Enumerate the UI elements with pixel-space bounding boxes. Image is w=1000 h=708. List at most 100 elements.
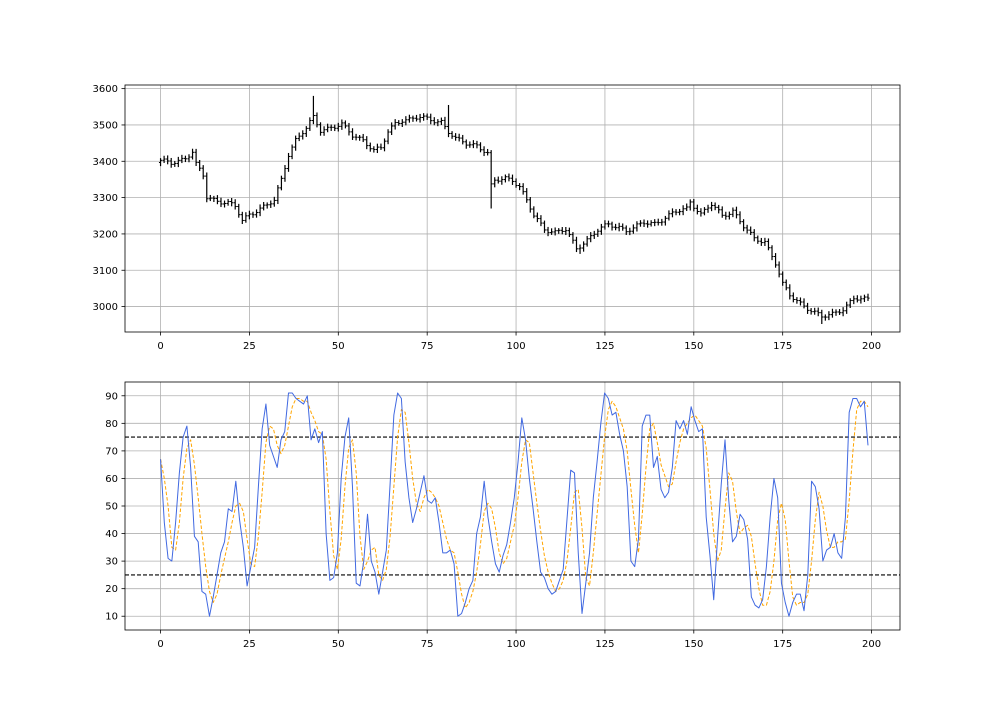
oscillator-ytick-label: 60: [105, 474, 118, 485]
oscillator-ytick-label: 40: [105, 529, 118, 540]
price-xtick-label: 150: [684, 341, 703, 352]
ohlc-bar: [745, 224, 749, 234]
ohlc-bar: [279, 175, 284, 191]
ohlc-bar: [706, 204, 710, 213]
ohlc-bar: [176, 156, 180, 168]
ohlc-bar: [450, 131, 454, 139]
ohlc-bar: [222, 200, 227, 208]
ohlc-bar: [173, 160, 177, 167]
ohlc-bar: [752, 229, 756, 242]
ohlc-bar: [582, 241, 586, 252]
ohlc-bar: [777, 261, 781, 278]
price-ytick-label: 3200: [93, 229, 118, 240]
ohlc-bar: [688, 199, 692, 211]
ohlc-bar: [571, 232, 575, 244]
ohlc-bar: [429, 113, 433, 125]
ohlc-bar: [866, 293, 870, 301]
ohlc-bar: [845, 301, 849, 314]
ohlc-bar: [564, 227, 568, 236]
ohlc-bar: [198, 159, 202, 172]
ohlc-bar: [361, 133, 365, 143]
ohlc-bars: [158, 95, 870, 325]
ohlc-bar: [407, 114, 412, 123]
price-xtick-label: 200: [862, 341, 881, 352]
ohlc-bar: [503, 174, 507, 183]
ohlc-bar: [244, 212, 248, 223]
ohlc-bar: [613, 223, 618, 231]
ohlc-bar: [439, 117, 443, 126]
oscillator-xtick-label: 0: [157, 639, 163, 650]
ohlc-bar: [720, 206, 724, 218]
ohlc-bar: [837, 309, 842, 315]
price-xtick-label: 50: [332, 341, 345, 352]
ohlc-bar: [315, 112, 319, 128]
ohlc-bar: [368, 142, 372, 152]
ohlc-bar: [653, 219, 657, 227]
ohlc-bar: [603, 220, 607, 230]
ohlc-bar: [294, 135, 298, 151]
price-xtick-label: 125: [595, 341, 614, 352]
ohlc-bar: [862, 294, 867, 302]
ohlc-bar: [212, 195, 216, 203]
price-ytick-label: 3400: [93, 157, 118, 168]
ohlc-bar: [596, 228, 600, 237]
ohlc-bar: [610, 221, 614, 231]
ohlc-bar: [443, 116, 447, 130]
ohlc-bar: [855, 295, 859, 303]
oscillator-xtick-label: 75: [421, 639, 434, 650]
ohlc-bar: [660, 218, 664, 226]
ohlc-bar: [354, 133, 358, 141]
ohlc-bar: [219, 197, 223, 208]
ohlc-bar: [788, 284, 792, 300]
price-xtick-label: 100: [507, 341, 526, 352]
ohlc-bar: [852, 295, 856, 305]
ohlc-bar: [358, 135, 362, 141]
ohlc-bar: [247, 210, 252, 220]
ohlc-bar: [454, 133, 458, 141]
ohlc-bar: [727, 211, 731, 220]
ohlc-bar: [475, 140, 479, 149]
ohlc-bar: [340, 119, 344, 130]
oscillator-xtick-label: 200: [862, 639, 881, 650]
ohlc-bar: [468, 141, 472, 148]
ohlc-bar: [677, 208, 682, 216]
ohlc-bar: [567, 227, 571, 238]
ohlc-bar: [521, 183, 525, 195]
ohlc-bar: [830, 308, 835, 318]
oscillator-chart: 0 25 50 75 100 125 150 175 200 10 20 30 40 50 60 70 80 90: [105, 381, 901, 650]
ohlc-bar: [404, 116, 408, 126]
ohlc-bar: [656, 218, 660, 226]
ohlc-bar: [215, 195, 220, 205]
ohlc-bar: [557, 228, 561, 234]
ohlc-bar: [205, 172, 209, 203]
ohlc-bar: [414, 114, 419, 122]
ohlc-bar: [848, 298, 852, 308]
ohlc-bar: [578, 244, 582, 254]
ohlc-bar: [699, 208, 703, 217]
ohlc-bar: [158, 158, 163, 167]
ohlc-bar: [624, 225, 628, 235]
ohlc-bar: [208, 194, 212, 202]
ohlc-bar: [773, 253, 778, 268]
ohlc-bar: [795, 297, 799, 304]
ohlc-bar: [820, 309, 824, 325]
ohlc-bar: [436, 119, 440, 127]
ohlc-bar: [390, 122, 394, 136]
ohlc-bar: [365, 136, 369, 150]
ohlc-bar: [496, 176, 500, 184]
ohlc-bar: [265, 202, 269, 209]
ohlc-bar: [457, 133, 461, 142]
ohlc-bar: [379, 143, 383, 150]
ohlc-bar: [518, 183, 522, 191]
ohlc-bar: [311, 95, 316, 125]
ohlc-bar: [301, 130, 305, 140]
ohlc-bar: [681, 205, 685, 216]
ohlc-bar: [695, 204, 699, 215]
ohlc-bar: [269, 200, 273, 208]
ohlc-bar: [599, 223, 603, 235]
oscillator-ytick-label: 10: [105, 612, 118, 623]
ohlc-bar: [446, 104, 451, 138]
ohlc-bar: [823, 314, 827, 321]
ohlc-bar: [539, 215, 543, 227]
ohlc-bar: [482, 146, 486, 157]
